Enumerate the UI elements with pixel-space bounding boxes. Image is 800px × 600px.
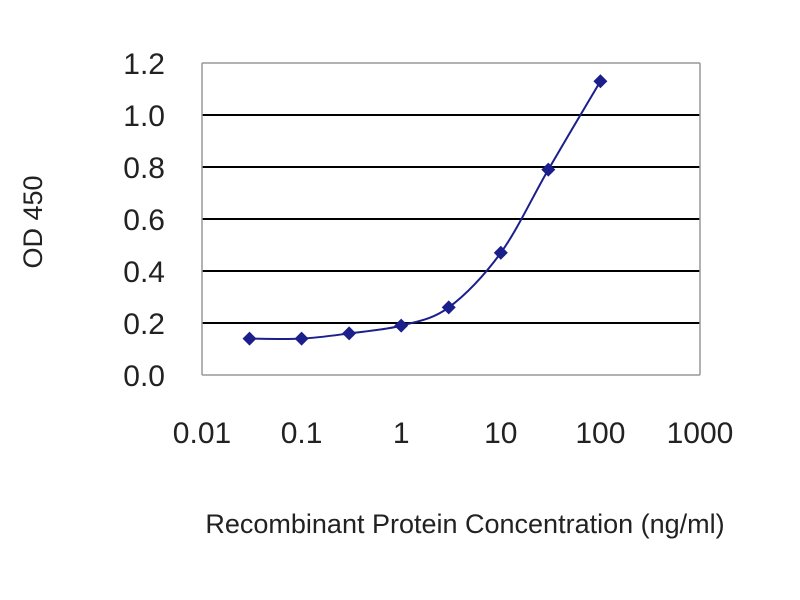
x-tick-label: 0.1 xyxy=(281,417,323,450)
y-tick-label: 1.2 xyxy=(123,48,165,81)
data-point-marker xyxy=(294,331,309,346)
x-tick-label: 0.01 xyxy=(173,417,231,450)
x-tick-labels: 0.01 0.1 1 10 100 1000 xyxy=(173,417,734,450)
y-tick-label: 0.2 xyxy=(123,308,165,341)
data-point-markers xyxy=(242,74,608,346)
x-tick-label: 10 xyxy=(484,417,517,450)
x-tick-label: 1000 xyxy=(667,417,734,450)
data-point-marker xyxy=(342,326,357,341)
x-tick-label: 1 xyxy=(393,417,410,450)
grid-lines xyxy=(202,114,700,324)
y-tick-label: 1.0 xyxy=(123,100,165,133)
data-point-marker xyxy=(493,245,508,260)
y-tick-label: 0.4 xyxy=(123,256,165,289)
data-point-marker xyxy=(541,162,556,177)
data-point-marker xyxy=(242,331,257,346)
y-tick-labels: 0.0 0.2 0.4 0.6 0.8 1.0 1.2 xyxy=(123,48,165,393)
data-point-marker xyxy=(441,300,456,315)
y-tick-label: 0.8 xyxy=(123,152,165,185)
y-tick-label: 0.6 xyxy=(123,204,165,237)
y-tick-label: 0.0 xyxy=(123,360,165,393)
x-axis-title: Recombinant Protein Concentration (ng/ml… xyxy=(205,509,724,539)
y-axis-title: OD 450 xyxy=(18,175,48,268)
data-point-marker xyxy=(394,318,409,333)
x-tick-label: 100 xyxy=(575,417,625,450)
data-point-marker xyxy=(593,74,608,89)
